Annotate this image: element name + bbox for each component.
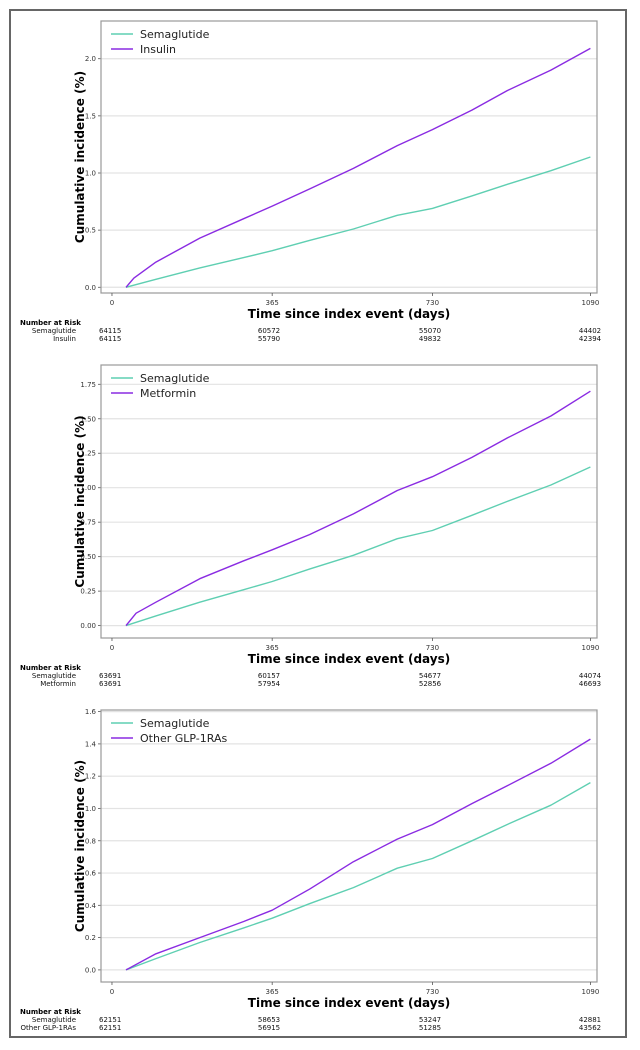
x-tick-label: 730 [426, 644, 439, 652]
y-tick-label: 1.0 [85, 170, 96, 178]
risk-table-title: Number at Risk [20, 664, 81, 672]
y-tick-label: 0.50 [80, 553, 96, 561]
x-tick-label: 0 [110, 644, 114, 652]
risk-value: 55070 [419, 327, 441, 335]
risk-value: 56915 [258, 1024, 280, 1032]
legend-label: Semaglutide [140, 372, 210, 385]
y-tick-label: 1.5 [85, 112, 96, 120]
legend-label: Metformin [140, 387, 196, 400]
x-axis-title: Time since index event (days) [248, 996, 450, 1010]
risk-value: 49832 [419, 335, 441, 343]
x-axis-title: Time since index event (days) [248, 307, 450, 321]
y-axis-title: Cumulative incidence (%) [73, 415, 87, 587]
x-tick-label: 365 [265, 988, 278, 996]
y-tick-label: 0.5 [85, 227, 96, 235]
y-tick-label: 1.25 [80, 450, 96, 458]
y-tick-label: 0.6 [85, 870, 97, 878]
risk-row-label: Semaglutide [32, 327, 76, 335]
x-tick-label: 1090 [582, 644, 600, 652]
x-tick-label: 365 [265, 299, 278, 307]
figure-frame [9, 9, 627, 1038]
series-line-insulin [125, 47, 591, 288]
x-tick-label: 365 [265, 644, 278, 652]
x-tick-label: 1090 [582, 299, 600, 307]
y-tick-label: 2.0 [85, 55, 96, 63]
plot-area [100, 709, 598, 983]
risk-value: 64115 [99, 335, 121, 343]
y-tick-label: 0.25 [80, 588, 96, 596]
risk-value: 51285 [419, 1024, 441, 1032]
y-tick-label: 0.75 [80, 519, 96, 527]
chart-panel-3: 0.0 0.2 0.4 0.6 0.8 1.0 1.2 1.4 1.6 0 365 730 1090 Ti… [20, 708, 601, 1032]
x-tick-label: 730 [426, 299, 439, 307]
risk-value: 55790 [258, 335, 280, 343]
risk-value: 53247 [419, 1016, 441, 1024]
chart-panel-2: 0.00 0.25 0.50 0.75 1.00 1.25 1.50 1.75 0 365 730 1… [20, 364, 602, 688]
x-tick-label: 0 [110, 988, 114, 996]
y-tick-label: 1.0 [85, 805, 96, 813]
y-tick-label: 1.2 [85, 773, 96, 781]
chart-panel-1: 0.0 0.5 1.0 1.5 2.0 0 365 730 1090 Time since ind… [20, 20, 602, 343]
y-tick-label: 1.4 [85, 740, 97, 748]
risk-row-label: Other GLP-1RAs [21, 1024, 77, 1032]
risk-value: 63691 [99, 672, 121, 680]
risk-value: 42394 [579, 335, 602, 343]
risk-value: 62151 [99, 1024, 121, 1032]
risk-value: 63691 [99, 680, 121, 688]
y-tick-label: 1.6 [85, 708, 97, 716]
plot-area [100, 20, 598, 294]
series-line-semaglutide [125, 156, 591, 288]
series-line-semaglutide [125, 466, 591, 627]
risk-value: 57954 [258, 680, 281, 688]
plot-area [100, 364, 598, 639]
y-tick-label: 1.00 [80, 484, 96, 492]
risk-row-label: Semaglutide [32, 1016, 76, 1024]
series-line-other-glp-1ras [125, 738, 591, 971]
risk-value: 58653 [258, 1016, 280, 1024]
risk-row-label: Semaglutide [32, 672, 76, 680]
risk-value: 52856 [419, 680, 442, 688]
risk-value: 64115 [99, 327, 121, 335]
risk-value: 54677 [419, 672, 441, 680]
y-tick-label: 0.00 [80, 622, 96, 630]
y-tick-label: 0.4 [85, 902, 97, 910]
series-line-metformin [125, 390, 591, 627]
y-tick-label: 0.0 [85, 966, 96, 974]
legend-label: Other GLP-1RAs [140, 732, 227, 745]
y-tick-label: 0.8 [85, 837, 96, 845]
y-tick-label: 1.50 [80, 415, 96, 423]
y-axis-title: Cumulative incidence (%) [73, 71, 87, 243]
y-tick-label: 0.0 [85, 284, 96, 292]
risk-row-label: Insulin [53, 335, 76, 343]
y-tick-label: 1.75 [80, 381, 96, 389]
risk-table-title: Number at Risk [20, 319, 81, 327]
risk-value: 43562 [579, 1024, 601, 1032]
risk-value: 42881 [579, 1016, 601, 1024]
x-tick-label: 730 [426, 988, 439, 996]
x-tick-label: 0 [110, 299, 114, 307]
risk-value: 60572 [258, 327, 280, 335]
risk-table-title: Number at Risk [20, 1008, 81, 1016]
x-axis-title: Time since index event (days) [248, 652, 450, 666]
legend-label: Insulin [140, 43, 176, 56]
legend-label: Semaglutide [140, 28, 210, 41]
risk-row-label: Metformin [40, 680, 76, 688]
risk-value: 44074 [579, 672, 602, 680]
risk-value: 44402 [579, 327, 601, 335]
legend-label: Semaglutide [140, 717, 210, 730]
risk-value: 46693 [579, 680, 601, 688]
y-tick-label: 0.2 [85, 934, 96, 942]
series-line-semaglutide [125, 781, 591, 971]
x-tick-label: 1090 [582, 988, 600, 996]
risk-value: 60157 [258, 672, 280, 680]
y-axis-title: Cumulative incidence (%) [73, 760, 87, 932]
risk-value: 62151 [99, 1016, 121, 1024]
